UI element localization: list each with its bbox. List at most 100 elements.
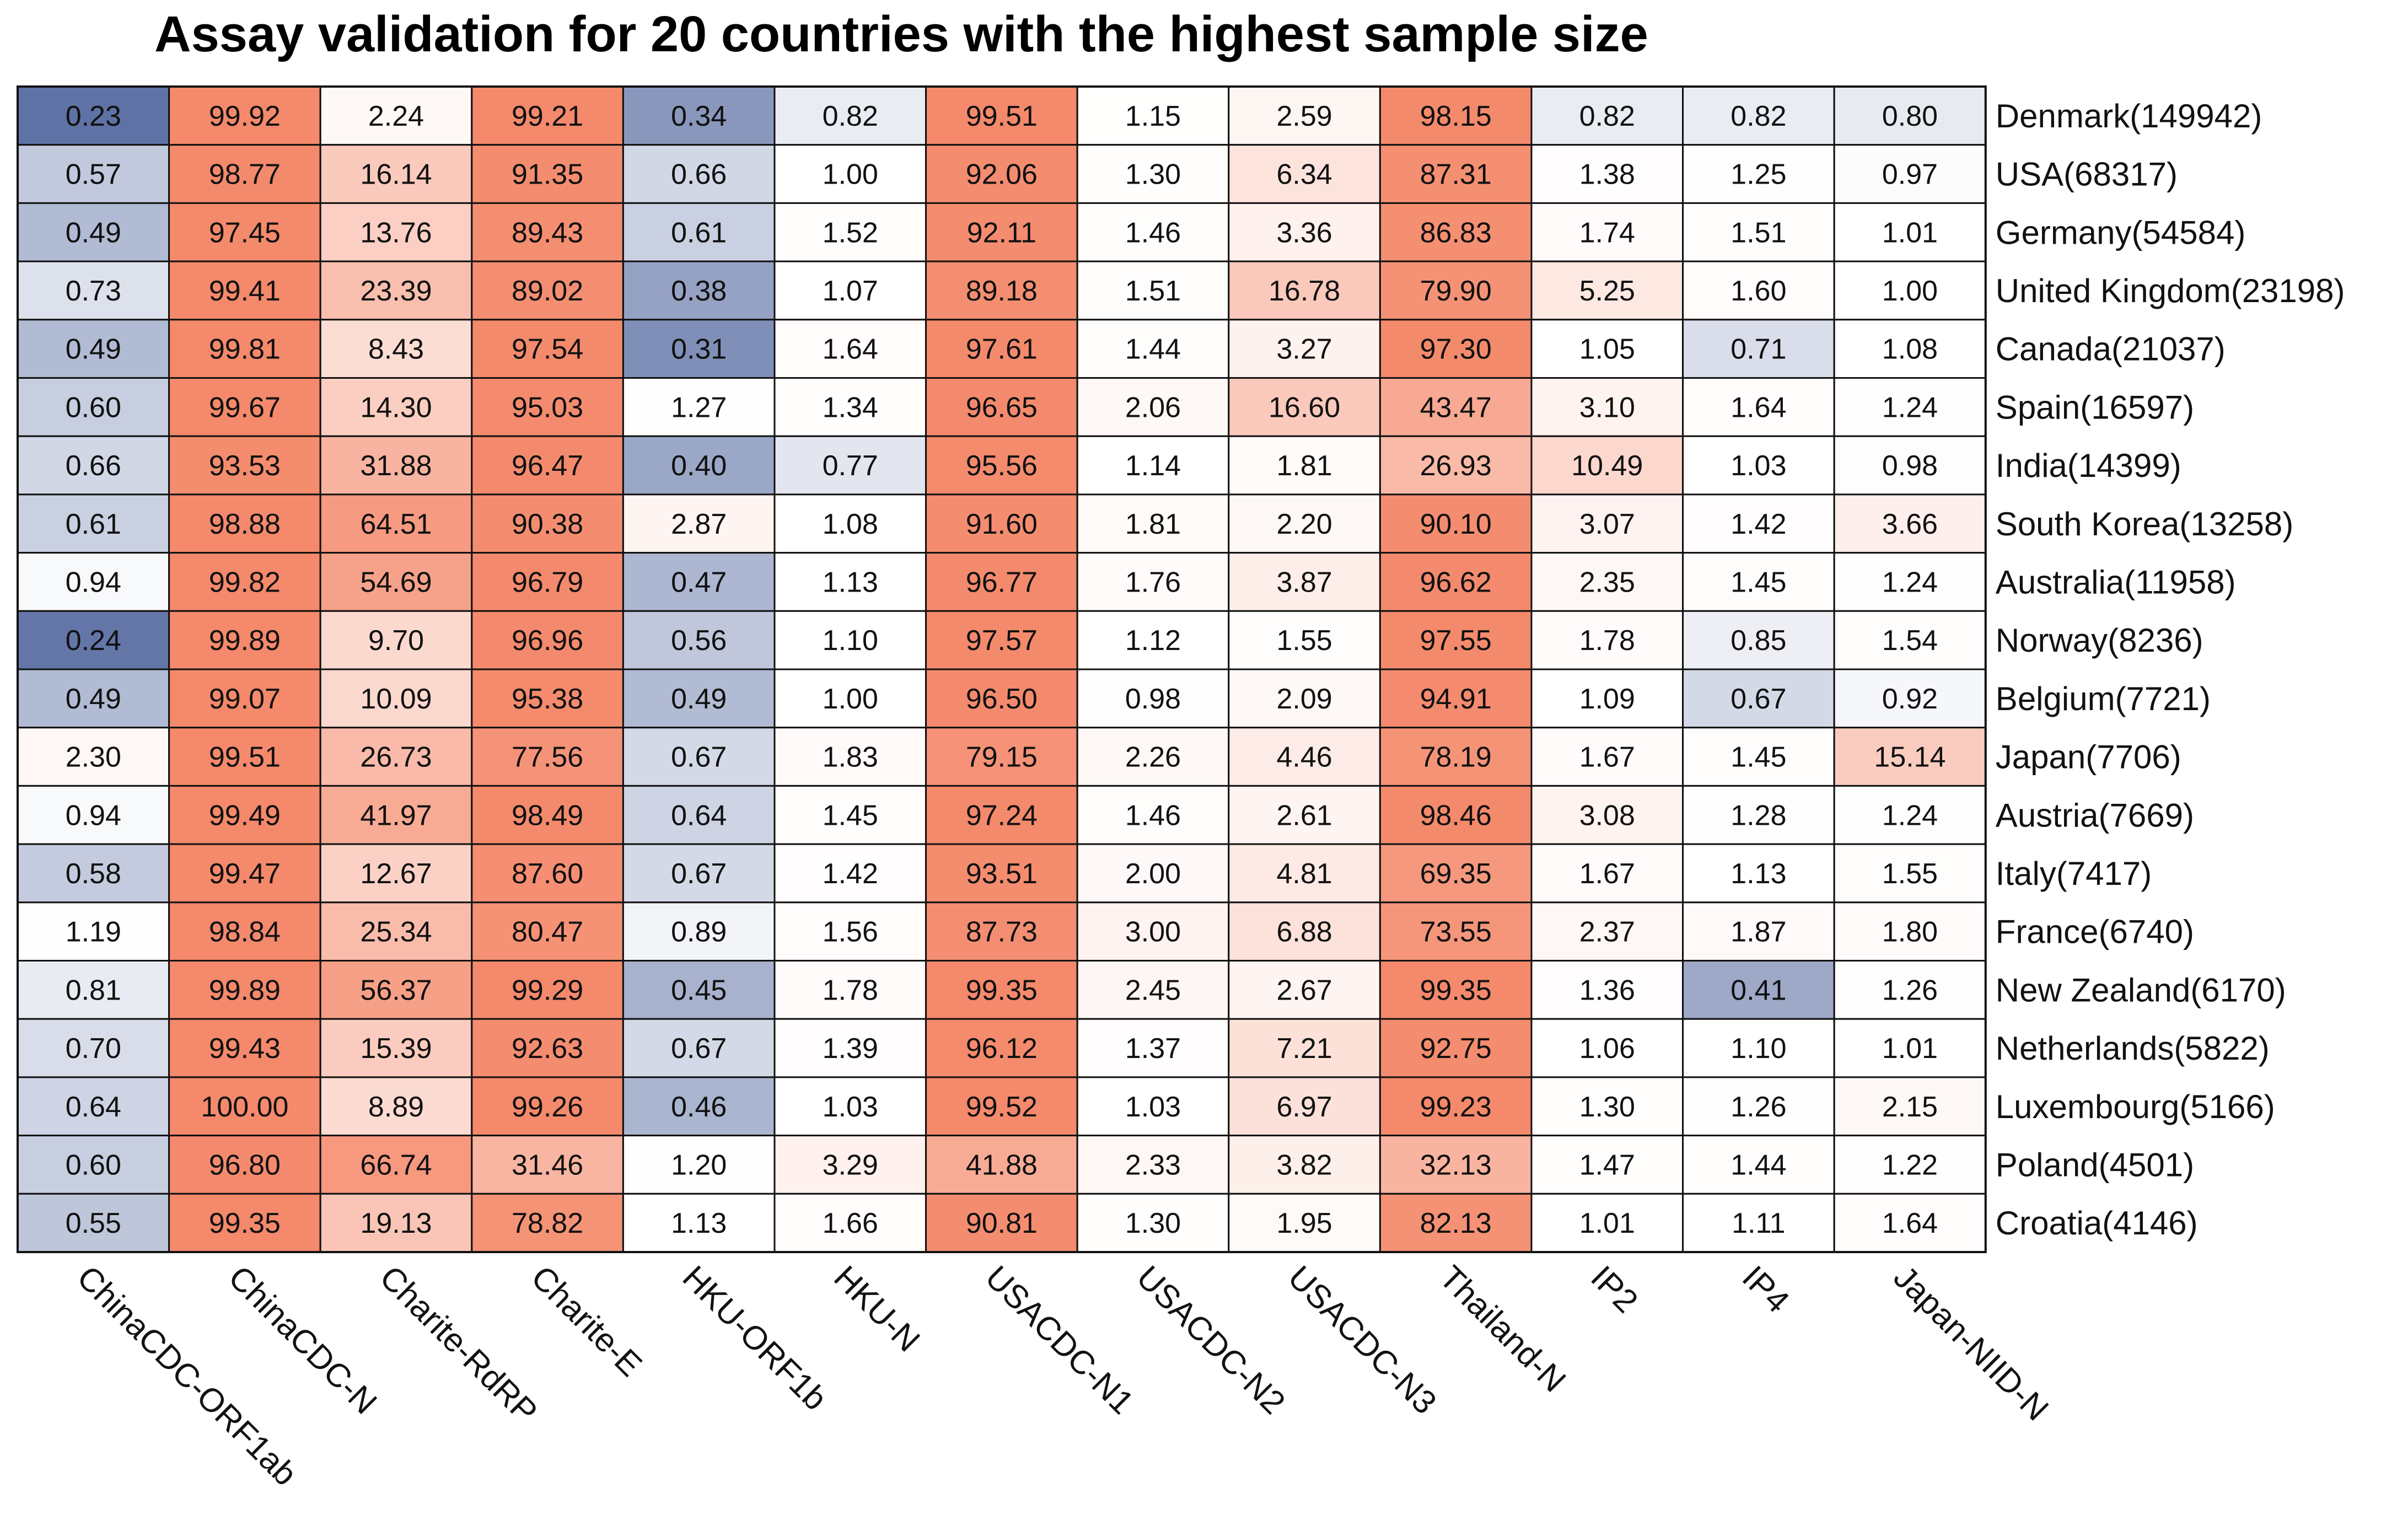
heatmap-cell bbox=[319, 493, 473, 554]
cell-value-label: 87.31 bbox=[1420, 159, 1492, 191]
cell-value-label: 78.19 bbox=[1420, 742, 1492, 774]
cell-value-label: 1.30 bbox=[1125, 1207, 1181, 1239]
cell-value-label: 2.24 bbox=[368, 100, 424, 132]
heatmap-cell bbox=[773, 727, 927, 787]
heatmap-cell bbox=[1682, 1135, 1835, 1195]
cell-value-label: 99.07 bbox=[209, 683, 281, 715]
heatmap-cell bbox=[471, 435, 624, 496]
heatmap-cell bbox=[773, 960, 927, 1020]
cell-value-label: 79.90 bbox=[1420, 275, 1492, 307]
cell-value-label: 1.08 bbox=[1882, 334, 1938, 366]
cell-value-label: 15.39 bbox=[360, 1033, 432, 1065]
row-label: France(6740) bbox=[1996, 914, 2194, 950]
cell-value-label: 2.26 bbox=[1125, 742, 1181, 774]
heatmap-cell bbox=[1228, 493, 1381, 554]
heatmap-cell bbox=[1833, 1135, 1987, 1195]
heatmap-cell bbox=[1530, 1076, 1684, 1137]
heatmap-cell bbox=[1076, 144, 1230, 204]
cell-value-label: 98.46 bbox=[1420, 799, 1492, 831]
row-label: Belgium(7721) bbox=[1996, 680, 2211, 717]
heatmap-cell bbox=[1682, 960, 1835, 1020]
heatmap-cell bbox=[1228, 960, 1381, 1020]
cell-value-label: 6.97 bbox=[1276, 1091, 1332, 1123]
cell-value-label: 1.55 bbox=[1882, 858, 1938, 890]
heatmap-cell bbox=[1682, 202, 1835, 262]
cell-value-label: 2.06 bbox=[1125, 391, 1181, 423]
cell-value-label: 16.14 bbox=[360, 159, 432, 191]
cell-value-label: 99.67 bbox=[209, 391, 281, 423]
cell-value-label: 77.56 bbox=[512, 742, 583, 774]
cell-value-label: 1.08 bbox=[823, 508, 878, 540]
heatmap-border bbox=[17, 85, 1987, 1253]
cell-value-label: 0.89 bbox=[671, 916, 727, 948]
column-label: ChinaCDC-N bbox=[222, 1259, 384, 1421]
cell-value-label: 0.70 bbox=[66, 1033, 121, 1065]
cell-value-label: 0.98 bbox=[1125, 683, 1181, 715]
heatmap-cell bbox=[319, 1076, 473, 1137]
heatmap-cell bbox=[773, 668, 927, 729]
cell-value-label: 1.01 bbox=[1579, 1207, 1635, 1239]
heatmap-cell bbox=[1228, 85, 1381, 146]
cell-value-label: 25.34 bbox=[360, 916, 432, 948]
cell-value-label: 0.38 bbox=[671, 275, 727, 307]
heatmap-cell bbox=[319, 144, 473, 204]
cell-value-label: 1.74 bbox=[1579, 217, 1635, 249]
cell-value-label: 2.20 bbox=[1276, 508, 1332, 540]
heatmap-cell bbox=[471, 1193, 624, 1253]
cell-value-label: 0.56 bbox=[671, 625, 727, 657]
heatmap-cell bbox=[1530, 785, 1684, 845]
cell-value-label: 1.95 bbox=[1276, 1207, 1332, 1239]
cell-value-label: 1.37 bbox=[1125, 1033, 1181, 1065]
heatmap-cell bbox=[168, 493, 321, 554]
row-label: Austria(7669) bbox=[1996, 797, 2194, 834]
heatmap-cell bbox=[168, 144, 321, 204]
cell-value-label: 16.78 bbox=[1268, 275, 1340, 307]
heatmap-cell bbox=[1833, 843, 1987, 904]
cell-value-label: 1.46 bbox=[1125, 799, 1181, 831]
cell-value-label: 1.54 bbox=[1882, 625, 1938, 657]
heatmap-cell bbox=[773, 1076, 927, 1137]
row-label: India(14399) bbox=[1996, 447, 2181, 484]
cell-value-label: 0.45 bbox=[671, 974, 727, 1006]
cell-value-label: 10.49 bbox=[1571, 450, 1643, 482]
cell-value-label: 97.54 bbox=[512, 334, 583, 366]
heatmap-cell bbox=[1682, 319, 1835, 379]
cell-value-label: 0.41 bbox=[1730, 974, 1786, 1006]
cell-value-label: 1.36 bbox=[1579, 974, 1635, 1006]
heatmap-cell bbox=[1682, 552, 1835, 612]
cell-value-label: 94.91 bbox=[1420, 683, 1492, 715]
heatmap-cell bbox=[773, 260, 927, 321]
heatmap-cell bbox=[1530, 901, 1684, 962]
cell-value-label: 96.47 bbox=[512, 450, 583, 482]
heatmap-cell bbox=[319, 901, 473, 962]
heatmap-cell bbox=[471, 901, 624, 962]
cell-value-label: 2.67 bbox=[1276, 974, 1332, 1006]
heatmap-cell bbox=[925, 377, 1078, 437]
cell-value-label: 89.43 bbox=[512, 217, 583, 249]
cell-value-label: 3.07 bbox=[1579, 508, 1635, 540]
cell-value-label: 1.78 bbox=[1579, 625, 1635, 657]
cell-value-label: 93.51 bbox=[966, 858, 1038, 890]
cell-value-label: 6.34 bbox=[1276, 159, 1332, 191]
cell-value-label: 2.45 bbox=[1125, 974, 1181, 1006]
heatmap-cell bbox=[1682, 668, 1835, 729]
column-label: Charite-RdRP bbox=[373, 1259, 544, 1430]
cell-value-label: 1.64 bbox=[823, 334, 878, 366]
heatmap-cell bbox=[17, 1193, 170, 1253]
cell-value-label: 92.63 bbox=[512, 1033, 583, 1065]
cell-value-label: 95.56 bbox=[966, 450, 1038, 482]
cell-value-label: 12.67 bbox=[360, 858, 432, 890]
heatmap-cell bbox=[1833, 85, 1987, 146]
heatmap-cell bbox=[1076, 1018, 1230, 1078]
heatmap-cell bbox=[319, 85, 473, 146]
row-label: Croatia(4146) bbox=[1996, 1205, 2198, 1242]
heatmap-cell bbox=[1228, 1135, 1381, 1195]
heatmap-cell bbox=[773, 1135, 927, 1195]
cell-value-label: 26.93 bbox=[1420, 450, 1492, 482]
heatmap-cell bbox=[1833, 319, 1987, 379]
cell-value-label: 64.51 bbox=[360, 508, 432, 540]
row-label: Australia(11958) bbox=[1996, 563, 2236, 600]
cell-value-label: 0.97 bbox=[1882, 159, 1938, 191]
row-label: Norway(8236) bbox=[1996, 622, 2203, 659]
cell-value-label: 0.61 bbox=[671, 217, 727, 249]
